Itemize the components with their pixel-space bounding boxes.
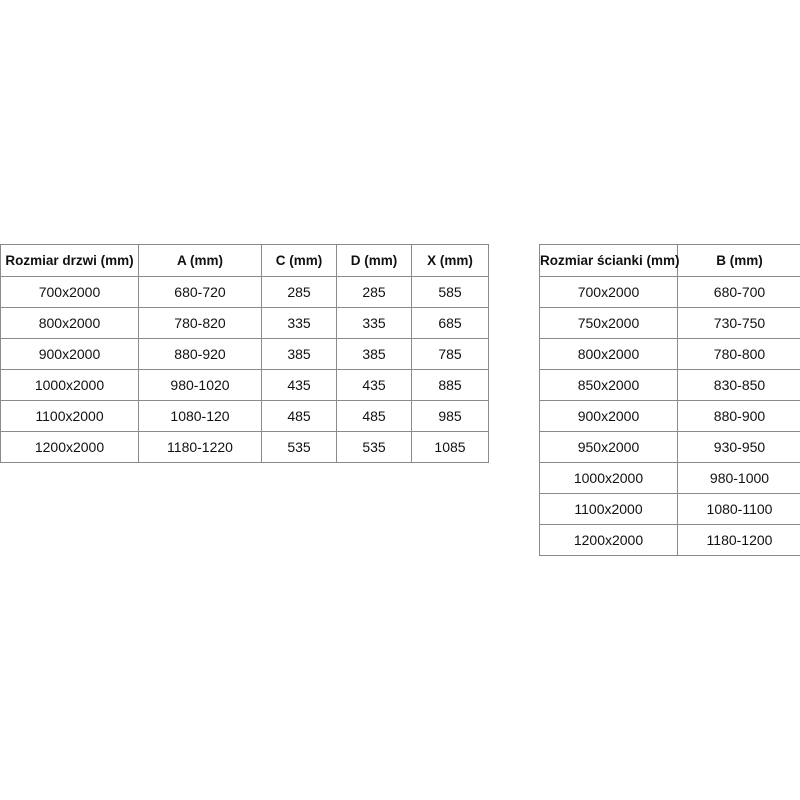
table-cell: 830-850 <box>677 369 800 401</box>
table-cell: 1100x2000 <box>0 400 139 432</box>
column-header: Rozmiar ścianki (mm) <box>539 244 680 277</box>
table-cell: 1085 <box>411 431 489 463</box>
table-cell: 730-750 <box>677 307 800 339</box>
table-cell: 985 <box>411 400 489 432</box>
table-row: 850x2000 830-850 <box>539 369 800 401</box>
table-cell: 980-1020 <box>138 369 262 401</box>
table-cell: 485 <box>336 400 412 432</box>
table-cell: 1200x2000 <box>0 431 139 463</box>
table-row: 900x2000 880-920 385 385 785 <box>0 338 489 370</box>
table-cell: 800x2000 <box>539 338 678 370</box>
table-cell: 685 <box>411 307 489 339</box>
table-cell: 950x2000 <box>539 431 678 463</box>
table-row: 1200x2000 1180-1200 <box>539 524 800 556</box>
column-header: X (mm) <box>411 244 489 277</box>
table-cell: 435 <box>336 369 412 401</box>
table-cell: 585 <box>411 276 489 308</box>
table-row: 700x2000 680-700 <box>539 276 800 308</box>
table-cell: 535 <box>336 431 412 463</box>
table-cell: 1000x2000 <box>539 462 678 494</box>
table-row: 950x2000 930-950 <box>539 431 800 463</box>
table-row: 1000x2000 980-1000 <box>539 462 800 494</box>
column-header: A (mm) <box>138 244 262 277</box>
table-cell: 385 <box>261 338 337 370</box>
table-cell: 1000x2000 <box>0 369 139 401</box>
table-cell: 885 <box>411 369 489 401</box>
table-cell: 535 <box>261 431 337 463</box>
table-cell: 285 <box>336 276 412 308</box>
table-row: 750x2000 730-750 <box>539 307 800 339</box>
table-cell: 385 <box>336 338 412 370</box>
table-cell: 880-900 <box>677 400 800 432</box>
table-cell: 335 <box>336 307 412 339</box>
column-header: Rozmiar drzwi (mm) <box>0 244 139 277</box>
table-cell: 930-950 <box>677 431 800 463</box>
table-cell: 850x2000 <box>539 369 678 401</box>
table-cell: 1200x2000 <box>539 524 678 556</box>
table-row: 1200x2000 1180-1220 535 535 1085 <box>0 431 489 463</box>
table-cell: 1180-1220 <box>138 431 262 463</box>
table-cell: 1180-1200 <box>677 524 800 556</box>
table-cell: 1080-120 <box>138 400 262 432</box>
table-row: 900x2000 880-900 <box>539 400 800 432</box>
column-header: D (mm) <box>336 244 412 277</box>
wall-size-table: Rozmiar ścianki (mm) B (mm) 700x2000 680-70… <box>539 244 800 556</box>
table-cell: 780-820 <box>138 307 262 339</box>
door-size-table: Rozmiar drzwi (mm) A (mm) C (mm) D (mm) X (m… <box>0 244 489 463</box>
table-cell: 780-800 <box>677 338 800 370</box>
table-row: 800x2000 780-800 <box>539 338 800 370</box>
table-cell: 435 <box>261 369 337 401</box>
table-cell: 800x2000 <box>0 307 139 339</box>
header-row: Rozmiar drzwi (mm) A (mm) C (mm) D (mm) X (m… <box>0 244 489 277</box>
table-cell: 700x2000 <box>0 276 139 308</box>
table-cell: 750x2000 <box>539 307 678 339</box>
column-header: B (mm) <box>677 244 800 277</box>
table-row: 700x2000 680-720 285 285 585 <box>0 276 489 308</box>
table-cell: 785 <box>411 338 489 370</box>
table-cell: 485 <box>261 400 337 432</box>
column-header: C (mm) <box>261 244 337 277</box>
table-cell: 1080-1100 <box>677 493 800 525</box>
table-cell: 285 <box>261 276 337 308</box>
table-cell: 680-720 <box>138 276 262 308</box>
table-cell: 900x2000 <box>0 338 139 370</box>
table-cell: 980-1000 <box>677 462 800 494</box>
table-cell: 700x2000 <box>539 276 678 308</box>
table-row: 1000x2000 980-1020 435 435 885 <box>0 369 489 401</box>
table-row: 1100x2000 1080-120 485 485 985 <box>0 400 489 432</box>
table-cell: 1100x2000 <box>539 493 678 525</box>
table-row: 1100x2000 1080-1100 <box>539 493 800 525</box>
header-row: Rozmiar ścianki (mm) B (mm) <box>539 244 800 277</box>
table-row: 800x2000 780-820 335 335 685 <box>0 307 489 339</box>
table-cell: 335 <box>261 307 337 339</box>
table-cell: 880-920 <box>138 338 262 370</box>
table-cell: 900x2000 <box>539 400 678 432</box>
table-cell: 680-700 <box>677 276 800 308</box>
